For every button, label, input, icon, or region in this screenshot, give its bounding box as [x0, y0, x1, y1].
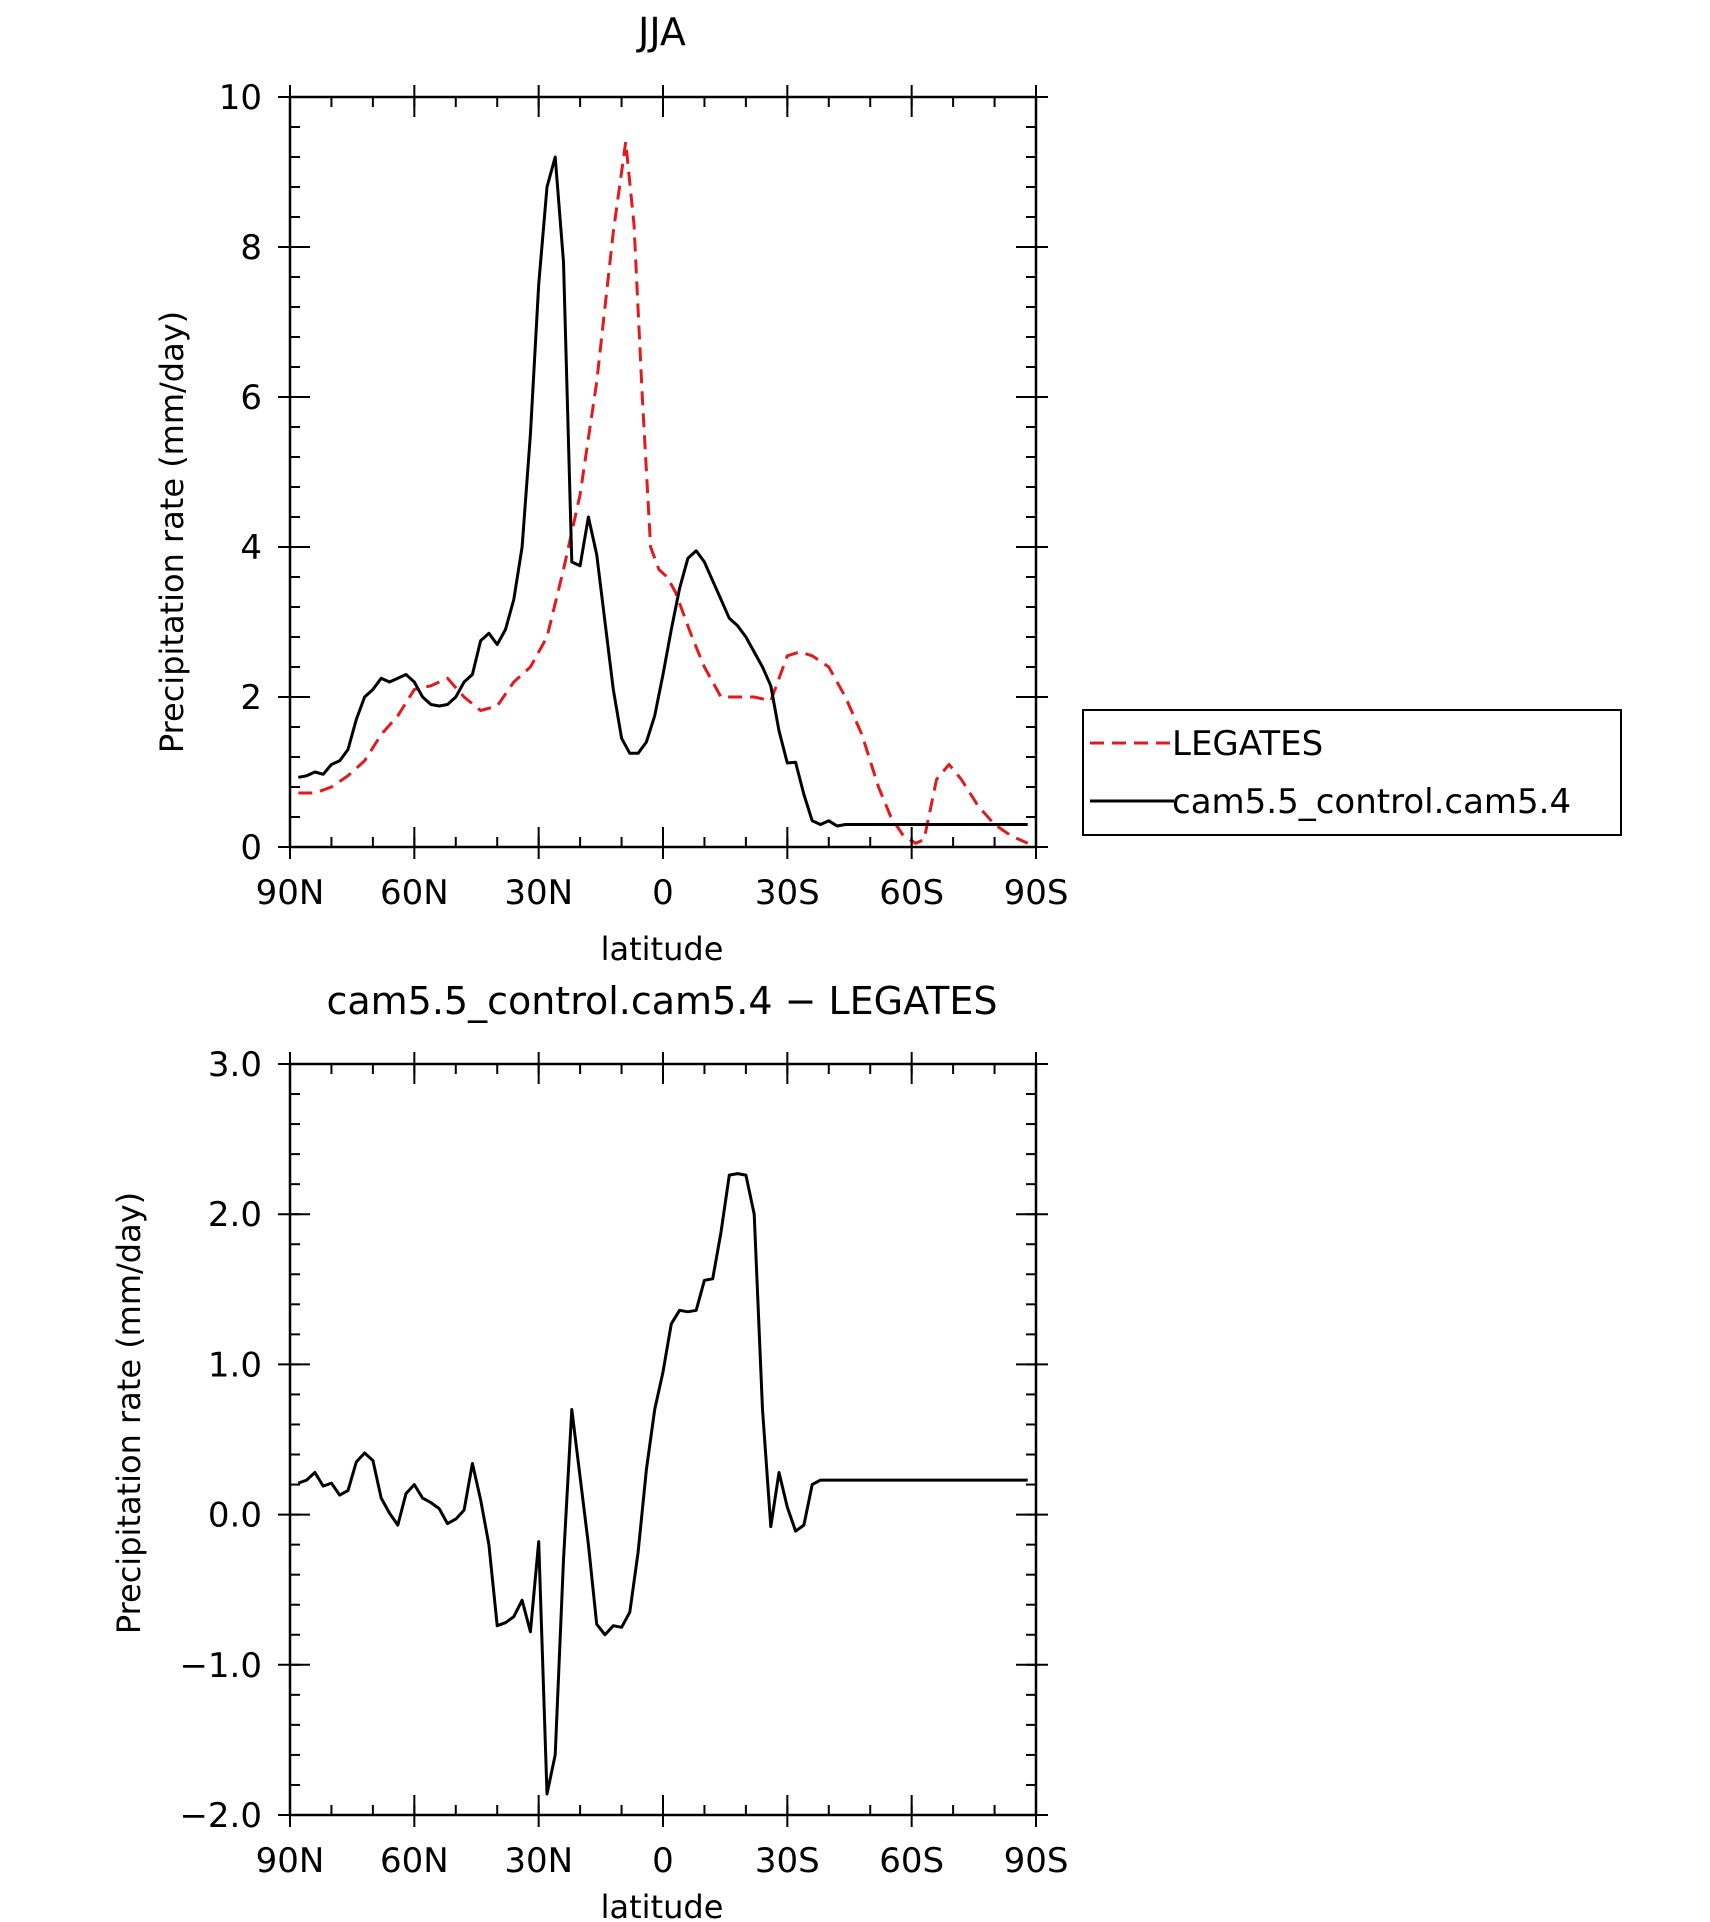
x-tick-label: 60N [380, 1841, 449, 1881]
x-tick-label: 30N [504, 1841, 573, 1881]
y-tick-label: 1.0 [208, 1345, 262, 1385]
top-chart-ylabel: Precipitation rate (mm/day) [153, 311, 191, 753]
x-tick-label: 90S [1004, 1841, 1069, 1881]
bottom-chart-title: cam5.5_control.cam5.4 − LEGATES [326, 979, 997, 1023]
x-tick-label: 0 [652, 873, 674, 913]
plot-frame [288, 1062, 1038, 1817]
x-tick-label: 30S [755, 873, 820, 913]
legend-box [1082, 709, 1622, 836]
top-chart-xlabel: latitude [601, 930, 724, 968]
series-line-1 [298, 155, 1028, 828]
legend-label-cam: cam5.5_control.cam5.4 [1172, 782, 1571, 822]
series-line-0 [297, 1172, 1028, 1796]
y-tick-label: 8 [240, 228, 262, 268]
bottom-chart-ylabel: Precipitation rate (mm/day) [110, 1192, 148, 1634]
y-tick-label: 2 [240, 678, 262, 718]
plot-frame [288, 95, 1038, 849]
legend: LEGATES cam5.5_control.cam5.4 [1082, 709, 1622, 836]
y-tick-label: 6 [240, 378, 262, 418]
bottom-chart-xlabel: latitude [601, 1888, 724, 1922]
legend-label-legates: LEGATES [1172, 724, 1323, 764]
y-tick-label: −1.0 [179, 1646, 262, 1686]
top-chart-title: JJA [636, 10, 686, 54]
x-tick-label: 90N [256, 873, 325, 913]
y-tick-label: 0.0 [208, 1496, 262, 1536]
y-tick-label: 0 [240, 828, 262, 868]
x-tick-label: 30N [504, 873, 573, 913]
x-tick-label: 90N [256, 1841, 325, 1881]
x-tick-label: 60S [879, 873, 944, 913]
y-tick-label: 2.0 [208, 1195, 262, 1235]
series-line-0 [298, 140, 1029, 845]
x-tick-label: 0 [652, 1841, 674, 1881]
bottom-chart: cam5.5_control.cam5.4 − LEGATES −2.0 −1.0… [110, 979, 1068, 1922]
y-tick-label: 10 [219, 78, 262, 118]
x-tick-label: 60S [879, 1841, 944, 1881]
x-tick-label: 60N [380, 873, 449, 913]
x-tick-label: 90S [1004, 873, 1069, 913]
y-tick-label: −2.0 [179, 1796, 262, 1836]
y-tick-label: 3.0 [208, 1045, 262, 1085]
x-tick-label: 30S [755, 1841, 820, 1881]
y-tick-label: 4 [240, 528, 262, 568]
